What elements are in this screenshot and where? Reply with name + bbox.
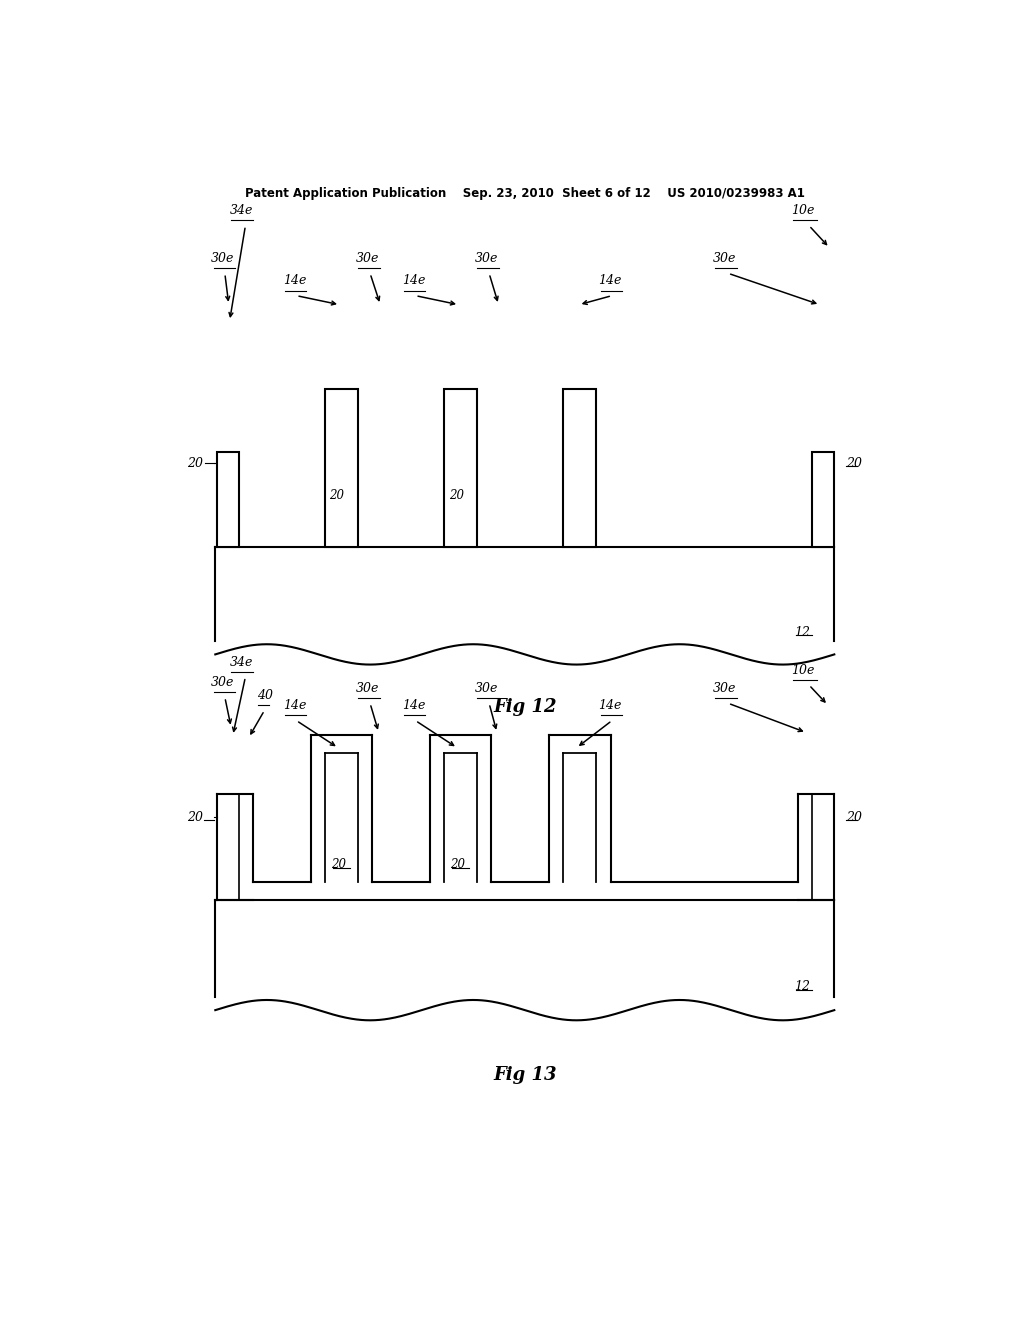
- Text: 14e: 14e: [599, 700, 622, 713]
- Text: 30e: 30e: [211, 676, 234, 689]
- Text: 12: 12: [795, 626, 811, 639]
- Text: 20: 20: [846, 457, 862, 470]
- Text: 40: 40: [257, 689, 272, 702]
- Text: Fig 12: Fig 12: [493, 698, 557, 717]
- Bar: [325, 389, 358, 546]
- Text: 20: 20: [846, 810, 862, 824]
- Bar: [443, 389, 477, 546]
- Text: 14e: 14e: [401, 275, 425, 288]
- Text: 34e: 34e: [229, 656, 253, 669]
- Text: 20: 20: [451, 858, 465, 871]
- Text: 10e: 10e: [791, 205, 814, 218]
- Text: 30e: 30e: [211, 252, 234, 265]
- Text: 20: 20: [187, 457, 204, 470]
- Text: 20: 20: [187, 810, 204, 824]
- Text: Patent Application Publication    Sep. 23, 2010  Sheet 6 of 12    US 2010/023998: Patent Application Publication Sep. 23, …: [245, 187, 805, 199]
- Text: 14e: 14e: [599, 275, 622, 288]
- Text: 30e: 30e: [475, 682, 499, 696]
- Text: 34e: 34e: [229, 205, 253, 218]
- Text: 14e: 14e: [283, 275, 306, 288]
- Text: Fig 13: Fig 13: [493, 1067, 557, 1084]
- Bar: [563, 389, 596, 546]
- Text: 14e: 14e: [283, 700, 306, 713]
- Bar: [812, 453, 835, 546]
- Text: 30e: 30e: [475, 252, 499, 265]
- Text: 30e: 30e: [713, 682, 736, 696]
- Text: 12: 12: [795, 981, 811, 993]
- Text: 30e: 30e: [713, 252, 736, 265]
- Text: 10e: 10e: [791, 664, 814, 677]
- Text: 30e: 30e: [355, 252, 379, 265]
- Text: 14e: 14e: [401, 700, 425, 713]
- Text: 20: 20: [329, 490, 344, 503]
- Bar: [217, 453, 239, 546]
- Text: 20: 20: [449, 490, 464, 503]
- Text: 20: 20: [331, 858, 346, 871]
- Text: 30e: 30e: [355, 682, 379, 696]
